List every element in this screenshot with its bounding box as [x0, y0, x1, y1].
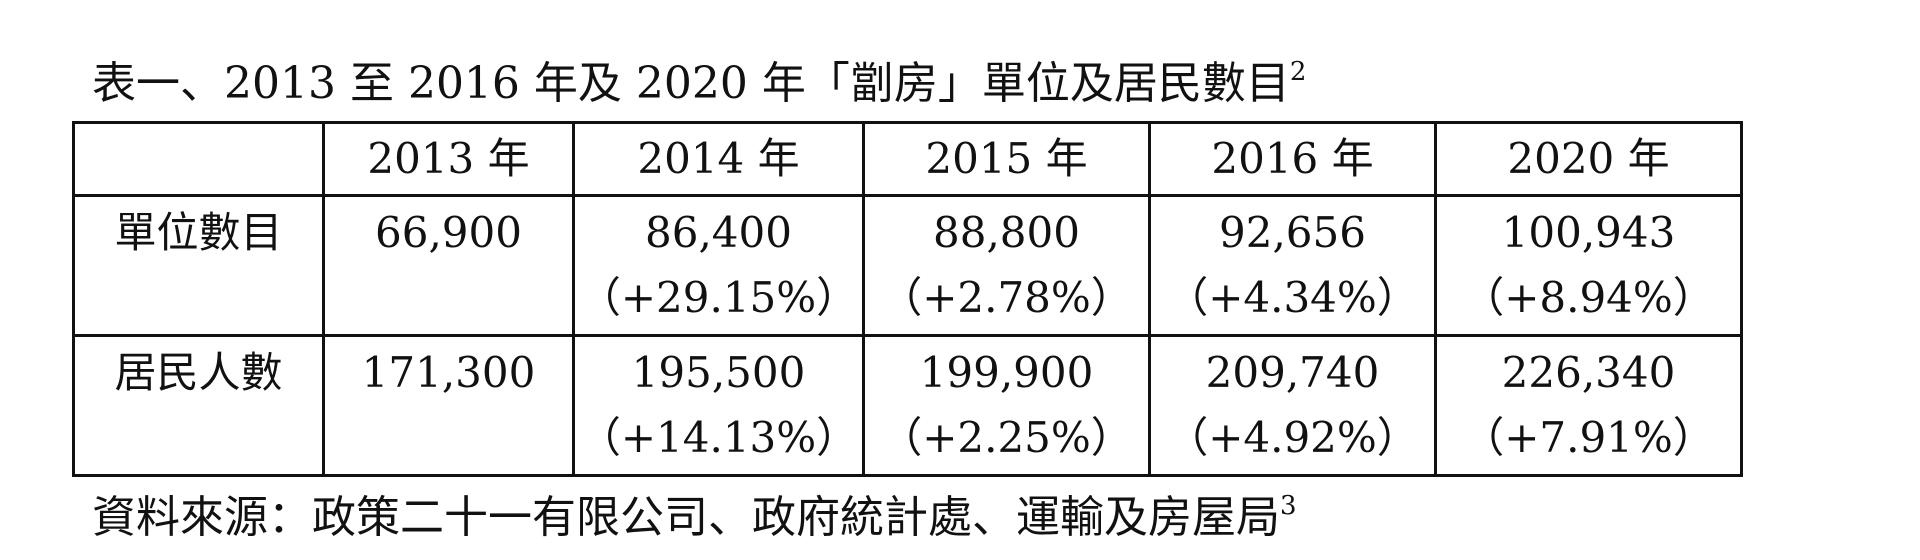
header-cell-2013: 2013 年 — [322, 121, 575, 197]
row-label-units: 單位數目 — [114, 208, 283, 257]
cell-value: 226,340 — [1501, 348, 1676, 397]
cell-change: （+7.91%） — [1462, 413, 1715, 462]
header-cell-2016: 2016 年 — [1148, 121, 1437, 197]
cell-value: 92,656 — [1219, 208, 1366, 257]
table-cell: 195,500 （+14.13%） — [572, 334, 865, 477]
table-cell: 226,340 （+7.91%） — [1434, 334, 1743, 477]
source-note: 資料來源：政策二十一有限公司、政府統計處、運輸及房屋局3 — [92, 490, 1297, 546]
cell-change: （+29.15%） — [578, 273, 859, 322]
row-label-cell: 單位數目 — [72, 194, 325, 337]
caption-footnote-marker: 2 — [1289, 57, 1307, 87]
cell-change: （+14.13%） — [578, 413, 859, 462]
table-cell: 92,656 （+4.34%） — [1148, 194, 1437, 337]
cell-value: 195,500 — [631, 348, 806, 397]
table-cell: 88,800 （+2.78%） — [862, 194, 1151, 337]
cell-change: （+4.34%） — [1166, 273, 1419, 322]
caption-text: 表一、2013 至 2016 年及 2020 年「劏房」單位及居民數目 — [92, 58, 1290, 109]
table-cell: 100,943 （+8.94%） — [1434, 194, 1743, 337]
cell-value: 100,943 — [1501, 208, 1676, 257]
header-cell-2020: 2020 年 — [1434, 121, 1743, 197]
table-cell: 86,400 （+29.15%） — [572, 194, 865, 337]
cell-value: 66,900 — [375, 208, 522, 257]
source-footnote-marker: 3 — [1280, 491, 1297, 521]
table-cell: 209,740 （+4.92%） — [1148, 334, 1437, 477]
header-cell-2015: 2015 年 — [862, 121, 1151, 197]
table-header-row: 2013 年 2014 年 2015 年 2016 年 2020 年 — [72, 121, 1743, 197]
source-text: 資料來源：政策二十一有限公司、政府統計處、運輸及房屋局 — [92, 492, 1280, 543]
cell-value: 88,800 — [933, 208, 1080, 257]
cell-change: （+2.25%） — [880, 413, 1133, 462]
cell-change: （+8.94%） — [1462, 273, 1715, 322]
row-label-residents: 居民人數 — [114, 348, 283, 397]
table-row-units: 單位數目 66,900 86,400 （+29.15%） 88,800 （+2.78… — [72, 194, 1743, 337]
cell-value: 86,400 — [645, 208, 792, 257]
table-caption: 表一、2013 至 2016 年及 2020 年「劏房」單位及居民數目2 — [92, 56, 1306, 112]
header-cell-2014: 2014 年 — [572, 121, 865, 197]
table-cell: 66,900 — [322, 194, 575, 337]
cell-change: （+4.92%） — [1166, 413, 1419, 462]
cell-value: 199,900 — [919, 348, 1094, 397]
table-cell: 199,900 （+2.25%） — [862, 334, 1151, 477]
data-table: 2013 年 2014 年 2015 年 2016 年 2020 年 單位數目 … — [72, 121, 1743, 477]
cell-value: 209,740 — [1205, 348, 1380, 397]
cell-value: 171,300 — [361, 348, 536, 397]
header-cell-empty — [72, 121, 325, 197]
table-cell: 171,300 — [322, 334, 575, 477]
cell-change: （+2.78%） — [880, 273, 1133, 322]
table-row-residents: 居民人數 171,300 195,500 （+14.13%） 199,900 （+2… — [72, 334, 1743, 477]
row-label-cell: 居民人數 — [72, 334, 325, 477]
